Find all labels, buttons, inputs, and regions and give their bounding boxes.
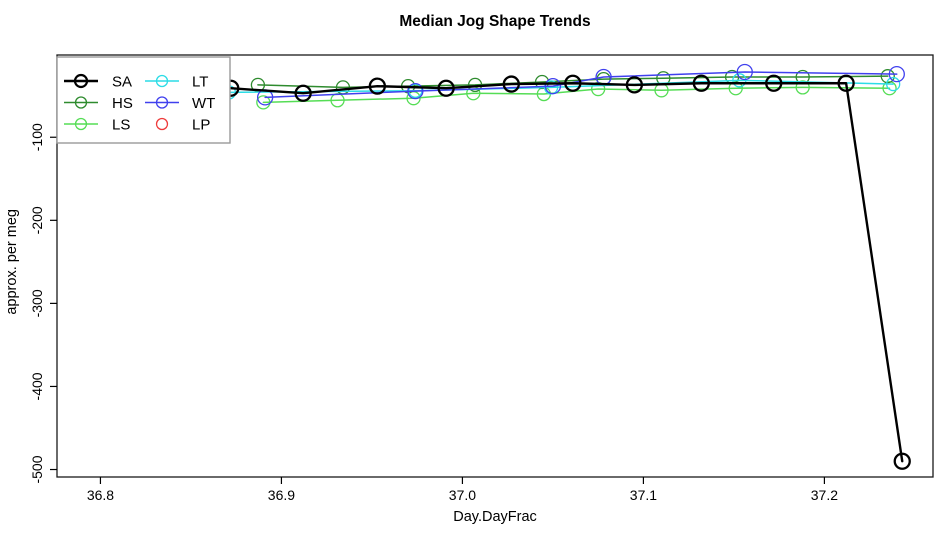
legend-label-WT: WT [192, 95, 215, 112]
series-SA-marker [765, 74, 783, 92]
x-tick-label-36.9: 36.9 [268, 487, 295, 503]
x-tick-label-37.2: 37.2 [811, 487, 838, 503]
series-SA-marker [294, 84, 312, 102]
legend-marker-WT [155, 96, 169, 109]
series-SA-marker [368, 77, 387, 95]
series-LS-marker [256, 95, 271, 110]
series-LT-line [228, 79, 894, 94]
legend-marker-SA [73, 73, 89, 89]
series-WT-line [264, 71, 898, 99]
legend-marker-LP [155, 117, 169, 131]
series-WT-marker [595, 68, 612, 86]
x-axis-label: Day.DayFrac [453, 509, 537, 525]
y-axis-label: approx. per meg [4, 209, 20, 315]
series-SA-marker [837, 74, 855, 92]
series-LS-marker [882, 81, 897, 96]
series-SA-marker [893, 452, 911, 470]
series-LT-marker [886, 76, 901, 92]
y-tick-label--300: -300 [29, 289, 45, 317]
legend-marker-HS [74, 96, 88, 109]
x-tick-label-36.8: 36.8 [87, 487, 114, 503]
series-WT-marker [888, 65, 905, 83]
y-tick-label--400: -400 [29, 372, 45, 400]
series-LS-marker [795, 80, 810, 95]
y-tick-label--200: -200 [29, 206, 45, 234]
series-SA-marker [692, 74, 710, 92]
series-WT-marker [407, 82, 424, 100]
series-WT-marker [736, 63, 753, 81]
legend-label-SA: SA [112, 74, 132, 91]
series-SA-marker [625, 76, 644, 94]
legend-label-LT: LT [192, 74, 208, 91]
series-WT-marker [544, 78, 562, 95]
series-LS-marker [654, 83, 669, 98]
series-SA-line [229, 82, 904, 463]
y-tick-label--500: -500 [29, 455, 45, 483]
legend-label-LS: LS [112, 117, 130, 134]
legend-marker-LT [155, 74, 169, 88]
series-SA-marker [437, 79, 455, 97]
series-LS-marker [330, 93, 345, 108]
series-SA-marker [502, 75, 520, 93]
y-tick-label--100: -100 [29, 123, 45, 151]
legend-label-LP: LP [192, 117, 210, 134]
x-tick-label-37.1: 37.1 [630, 487, 657, 503]
legend-marker-LS [74, 117, 88, 131]
chart-title: Median Jog Shape Trends [399, 13, 590, 30]
series-SA-marker [564, 74, 582, 92]
series-LT-marker [732, 73, 747, 88]
legend-label-HS: HS [112, 95, 133, 112]
series-HS-marker [880, 69, 895, 84]
x-tick-label-37.0: 37.0 [449, 487, 476, 503]
